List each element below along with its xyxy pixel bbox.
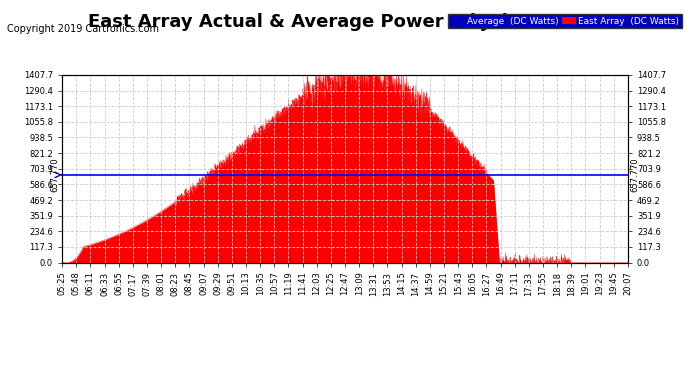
- Legend: Average  (DC Watts), East Array  (DC Watts): Average (DC Watts), East Array (DC Watts…: [448, 14, 682, 28]
- Text: 657.770: 657.770: [631, 158, 640, 192]
- Text: Copyright 2019 Cartronics.com: Copyright 2019 Cartronics.com: [7, 24, 159, 34]
- Text: East Array Actual & Average Power Fri Jul 12 20:23: East Array Actual & Average Power Fri Ju…: [88, 13, 602, 31]
- Text: 657.770: 657.770: [50, 158, 59, 192]
